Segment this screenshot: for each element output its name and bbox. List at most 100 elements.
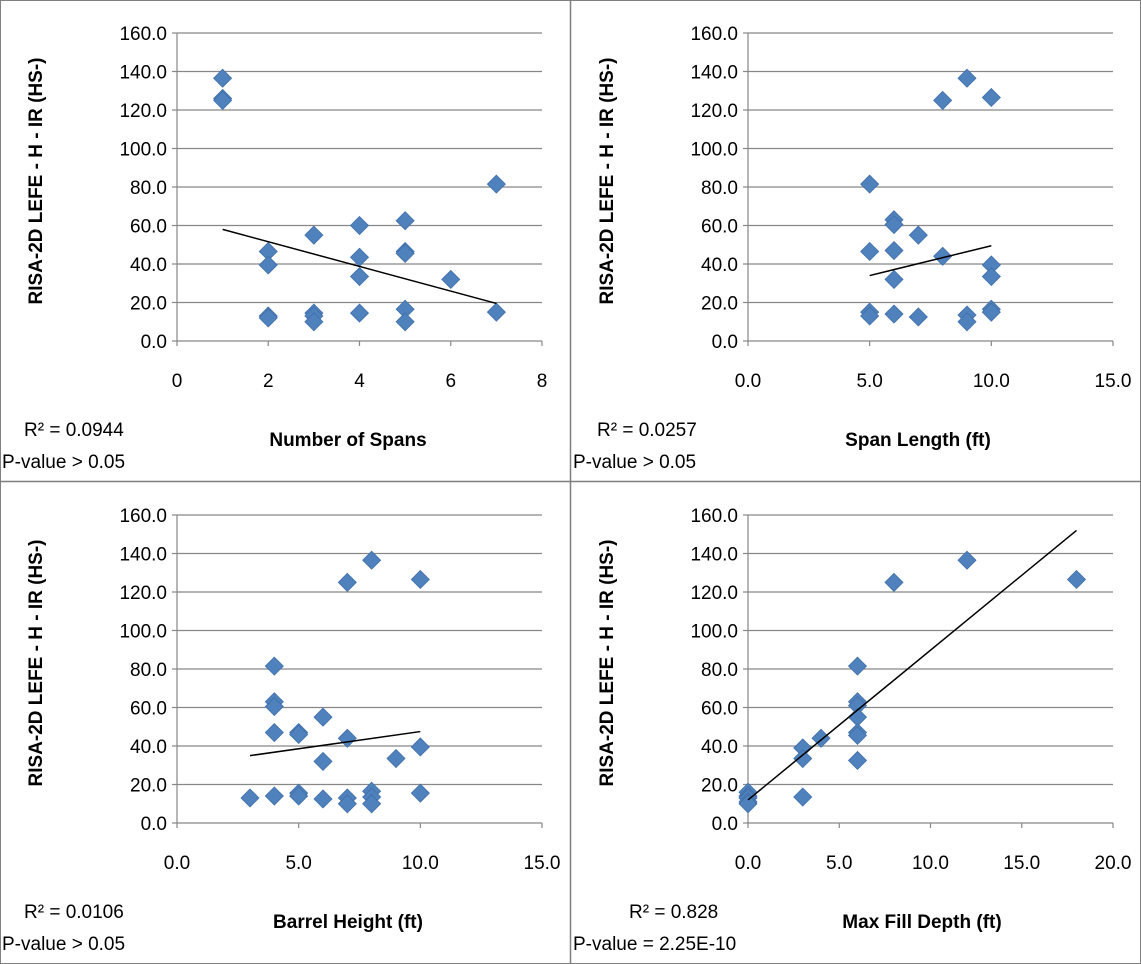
x-tick-label: 15.0 (1095, 371, 1132, 392)
x-axis-title: Barrel Height (ft) (273, 912, 423, 933)
data-point (410, 783, 430, 803)
r-squared-label: R² = 0.828 (629, 902, 719, 923)
y-tick-label: 0.0 (141, 332, 167, 353)
data-point (337, 572, 357, 592)
scatter-chart-barrel-height: 0.0 20.0 40.0 60.0 80.0 100.0 120.0 140.0 160.0 0… (26, 506, 561, 933)
x-tick-label: 5.0 (856, 371, 882, 392)
data-point (847, 656, 868, 676)
x-tick-label: 6 (445, 371, 456, 392)
y-tick-label: 140.0 (119, 545, 167, 566)
y-tick-label: 60.0 (701, 217, 738, 238)
data-point (908, 307, 928, 327)
chart-panel-span-length: 0.0 20.0 40.0 60.0 80.0 100.0 120.0 140.0 160.0 0… (573, 1, 1141, 481)
y-tick-label: 0.0 (141, 814, 167, 835)
x-tick-label: 5.0 (285, 853, 311, 874)
data-point (349, 303, 370, 323)
data-point (933, 246, 953, 266)
x-tick-label: 2 (263, 371, 274, 392)
y-tick-label: 40.0 (130, 255, 167, 276)
x-tick-label: 20.0 (1095, 853, 1132, 874)
data-point (395, 243, 415, 263)
data-point (860, 241, 880, 262)
x-tick-label: 15.0 (1003, 853, 1040, 874)
y-tick-label: 20.0 (701, 294, 738, 315)
data-point (793, 748, 813, 769)
data-point (860, 306, 880, 326)
r-squared-label: R² = 0.0106 (24, 902, 124, 923)
y-tick-label: 60.0 (130, 699, 167, 720)
y-tick-label: 80.0 (701, 178, 738, 199)
data-point (313, 751, 333, 771)
data-point (362, 550, 382, 570)
data-point (884, 572, 904, 592)
data-point (386, 748, 406, 769)
y-tick-label: 160.0 (690, 24, 738, 45)
data-point (486, 302, 506, 322)
data-point (884, 269, 904, 289)
x-axis-title: Span Length (ft) (845, 430, 991, 451)
y-tick-label: 160.0 (119, 506, 167, 527)
data-point (264, 786, 284, 806)
data-point (337, 794, 357, 814)
x-axis-title: Number of Spans (269, 430, 426, 451)
y-axis-title: RISA-2D LEFE - H - IR (HS-) (597, 58, 618, 305)
data-point (738, 794, 758, 814)
x-tick-label: 0 (172, 371, 183, 392)
data-point (395, 312, 415, 332)
data-point (304, 225, 324, 245)
data-point (441, 269, 461, 289)
r-squared-label: R² = 0.0944 (24, 420, 124, 441)
data-point (337, 728, 357, 748)
x-tick-label: 15.0 (524, 853, 561, 874)
data-point (860, 174, 880, 194)
data-point (957, 550, 977, 570)
scatter-chart-span-length: 0.0 20.0 40.0 60.0 80.0 100.0 120.0 140.0 160.0 0… (597, 24, 1132, 451)
y-tick-label: 40.0 (701, 737, 738, 758)
data-point (258, 255, 278, 275)
y-tick-label: 140.0 (119, 63, 167, 84)
x-tick-label: 5.0 (826, 853, 852, 874)
data-point (1066, 569, 1087, 590)
y-tick-label: 20.0 (701, 776, 738, 797)
data-point (289, 786, 309, 806)
data-point (349, 266, 370, 287)
x-tick-label: 8 (537, 371, 548, 392)
p-value-label: P-value > 0.05 (2, 934, 126, 955)
y-tick-label: 20.0 (130, 294, 167, 315)
y-tick-label: 120.0 (690, 101, 738, 122)
r-squared-label: R² = 0.0257 (597, 420, 697, 441)
data-point (264, 696, 284, 717)
trendline (222, 228, 497, 305)
y-tick-label: 100.0 (690, 622, 738, 643)
x-tick-label: 0.0 (735, 853, 761, 874)
y-tick-label: 40.0 (130, 737, 167, 758)
trendline (249, 730, 421, 757)
y-tick-label: 160.0 (119, 24, 167, 45)
x-tick-label: 0.0 (164, 853, 190, 874)
data-point (957, 312, 977, 332)
y-tick-label: 160.0 (690, 506, 738, 527)
y-tick-label: 100.0 (690, 140, 738, 161)
data-point (362, 794, 382, 814)
data-point (264, 656, 284, 676)
y-tick-label: 120.0 (690, 583, 738, 604)
y-tick-label: 60.0 (130, 217, 167, 238)
data-point (793, 787, 813, 807)
x-tick-label: 4 (354, 371, 365, 392)
data-point (240, 788, 260, 808)
data-point (884, 240, 904, 261)
data-point (289, 724, 309, 745)
y-tick-label: 40.0 (701, 255, 738, 276)
p-value-label: P-value = 2.25E-10 (573, 934, 737, 955)
p-value-label: P-value > 0.05 (573, 452, 697, 473)
trendline (869, 244, 992, 277)
data-point (847, 725, 868, 745)
data-point (213, 68, 233, 88)
data-point (313, 707, 333, 727)
y-tick-label: 80.0 (130, 660, 167, 681)
y-tick-label: 60.0 (701, 699, 738, 720)
y-axis-title: RISA-2D LEFE - H - IR (HS-) (26, 58, 47, 305)
y-tick-label: 120.0 (119, 583, 167, 604)
y-tick-label: 140.0 (690, 545, 738, 566)
y-axis-title: RISA-2D LEFE - H - IR (HS-) (26, 540, 47, 787)
